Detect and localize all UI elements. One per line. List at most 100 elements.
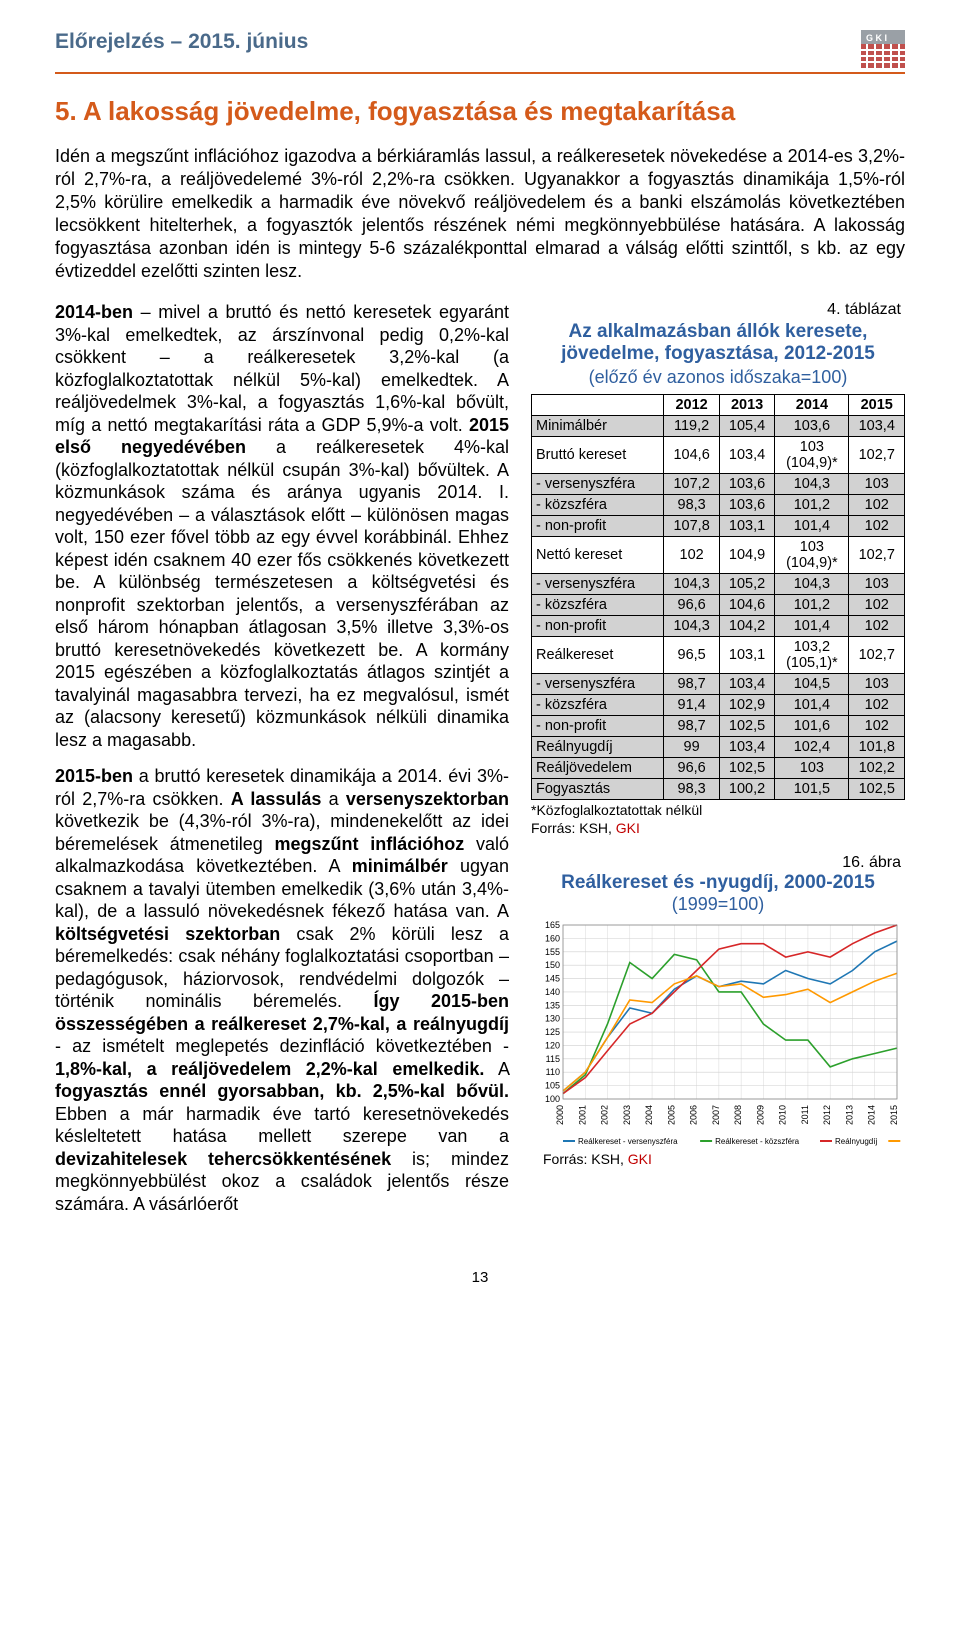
svg-text:2007: 2007 [711,1105,721,1125]
table-cell: - közszféra [532,495,664,516]
table-cell: 103,1 [719,637,774,674]
table-cell: Nettó kereset [532,537,664,574]
table-cell: - non-profit [532,516,664,537]
svg-text:2010: 2010 [778,1105,788,1125]
svg-text:155: 155 [545,947,560,957]
table-cell: Reálkereset [532,637,664,674]
table-cell: 104,3 [775,574,849,595]
table-cell: Reáljövedelem [532,758,664,779]
table-cell: 104,3 [775,474,849,495]
table-cell: 104,2 [719,616,774,637]
table-cell: - versenyszféra [532,674,664,695]
table-cell: 101,8 [849,737,905,758]
table-cell: 104,6 [664,437,719,474]
table-cell: 104,5 [775,674,849,695]
svg-text:2006: 2006 [689,1105,699,1125]
table-cell: 99 [664,737,719,758]
figure-subtitle: (1999=100) [531,894,905,915]
table-cell: 103(104,9)* [775,437,849,474]
table-cell: Reálnyugdíj [532,737,664,758]
section-heading: 5. A lakosság jövedelme, fogyasztása és … [55,96,905,127]
table-row: - non-profit107,8103,1101,4102 [532,516,905,537]
table-cell: 101,4 [775,516,849,537]
table-row: - non-profit104,3104,2101,4102 [532,616,905,637]
table-cell: 105,4 [719,416,774,437]
table-cell: 98,3 [664,779,719,800]
svg-text:2015: 2015 [889,1105,899,1125]
intro-paragraph: Idén a megszűnt inflációhoz igazodva a b… [55,145,905,283]
svg-text:110: 110 [546,1067,560,1077]
svg-text:G K I: G K I [866,33,887,43]
table-cell: 102,5 [719,716,774,737]
body-paragraph-2: 2015-ben a bruttó keresetek dinamikája a… [55,765,509,1215]
table-cell: 103,6 [775,416,849,437]
table-cell: Fogyasztás [532,779,664,800]
svg-text:165: 165 [545,920,560,930]
svg-text:2013: 2013 [844,1105,854,1125]
svg-text:2001: 2001 [577,1105,587,1125]
table-title: Az alkalmazásban állók keresete, jövedel… [531,321,905,365]
table-row: Minimálbér119,2105,4103,6103,4 [532,416,905,437]
svg-text:Reálnyugdíj: Reálnyugdíj [835,1137,877,1146]
table-cell: - versenyszféra [532,474,664,495]
table-source: Forrás: KSH, GKI [531,820,905,836]
table-cell: 91,4 [664,695,719,716]
table-cell: - non-profit [532,616,664,637]
svg-text:2002: 2002 [600,1105,610,1125]
table-cell: 102,5 [719,758,774,779]
svg-text:2012: 2012 [822,1105,832,1125]
table-row: Reálnyugdíj99103,4102,4101,8 [532,737,905,758]
table-cell: - non-profit [532,716,664,737]
table-row: - versenyszféra104,3105,2104,3103 [532,574,905,595]
svg-text:115: 115 [546,1054,560,1064]
gki-logo: G K I [861,30,905,68]
table-cell: 102 [849,595,905,616]
table-row: Nettó kereset102104,9103(104,9)*102,7 [532,537,905,574]
table-cell: 103,1 [719,516,774,537]
table-cell: 101,4 [775,616,849,637]
table-cell: 101,6 [775,716,849,737]
table-caption-number: 4. táblázat [531,301,905,319]
table-cell: 102,5 [849,779,905,800]
svg-text:2009: 2009 [755,1105,765,1125]
table-cell: 101,2 [775,595,849,616]
table-cell: 104,9 [719,537,774,574]
table-cell: 100,2 [719,779,774,800]
table-cell: - versenyszféra [532,574,664,595]
table-cell: 104,3 [664,574,719,595]
table-cell: - közszféra [532,695,664,716]
table-header-cell [532,395,664,416]
table-row: Reálkereset96,5103,1103,2(105,1)*102,7 [532,637,905,674]
table-cell: Minimálbér [532,416,664,437]
figure-source: Forrás: KSH, GKI [543,1151,905,1167]
table-cell: 98,7 [664,716,719,737]
table-cell: 103,2(105,1)* [775,637,849,674]
table-cell: 107,8 [664,516,719,537]
table-cell: 102 [849,716,905,737]
table-row: Reáljövedelem96,6102,5103102,2 [532,758,905,779]
table-cell: 103 [849,574,905,595]
svg-text:2004: 2004 [644,1105,654,1125]
table-cell: 96,5 [664,637,719,674]
table-header-cell: 2014 [775,395,849,416]
table-cell: 102,2 [849,758,905,779]
table-row: - versenyszféra98,7103,4104,5103 [532,674,905,695]
svg-text:120: 120 [545,1041,560,1051]
table-cell: 102,7 [849,437,905,474]
table-row: Fogyasztás98,3100,2101,5102,5 [532,779,905,800]
svg-text:160: 160 [545,934,560,944]
table-row: Bruttó kereset104,6103,4103(104,9)*102,7 [532,437,905,474]
table-row: - közszféra98,3103,6101,2102 [532,495,905,516]
table-cell: 98,7 [664,674,719,695]
svg-text:2014: 2014 [867,1105,877,1125]
table-cell: 102 [849,516,905,537]
line-chart: 1001051101151201251301351401451501551601… [533,919,903,1149]
table-cell: - közszféra [532,595,664,616]
svg-text:135: 135 [545,1000,560,1010]
table-header-cell: 2015 [849,395,905,416]
table-row: - közszféra96,6104,6101,2102 [532,595,905,616]
table-row: - versenyszféra107,2103,6104,3103 [532,474,905,495]
body-paragraph-1: 2014-ben – mivel a bruttó és nettó keres… [55,301,509,751]
table-cell: 102,9 [719,695,774,716]
svg-text:100: 100 [545,1094,560,1104]
